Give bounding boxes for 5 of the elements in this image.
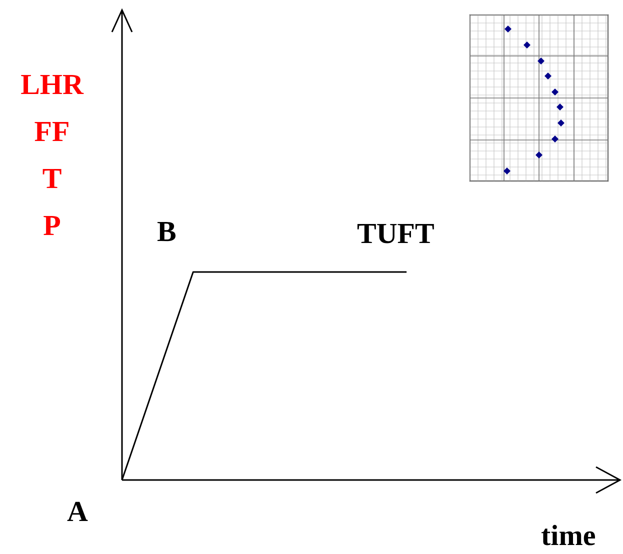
text: A [67,496,88,528]
y-axis-title: LHR FF T P [20,68,85,244]
text: TUFT [357,218,434,250]
x-axis-title: time [541,520,596,552]
text: B [157,216,176,248]
